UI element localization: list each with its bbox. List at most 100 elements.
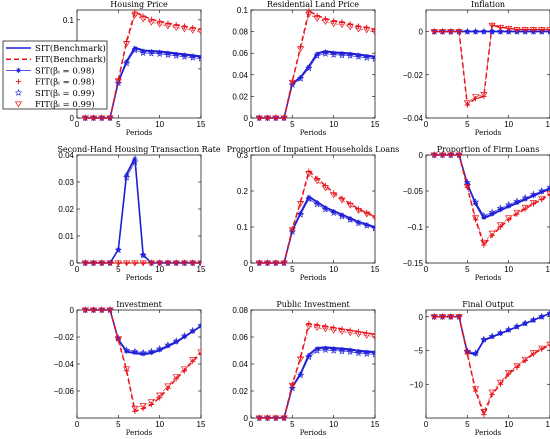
- point-sit-098: [322, 49, 328, 55]
- series-fit-099-line: [434, 24, 550, 104]
- point-fit-099: [272, 260, 280, 267]
- point-sit-099: [172, 337, 180, 345]
- point-fit-099: [521, 356, 529, 363]
- point-sit-098: [347, 51, 353, 57]
- point-sit-099: [488, 332, 496, 340]
- panel-8: Public Investment 0 5 10 15 Periods 0 0.02 0.04 0…: [232, 300, 380, 437]
- point-fit-098: [355, 23, 362, 29]
- point-sit-099: [513, 197, 521, 205]
- point-sit-099: [288, 228, 296, 235]
- series-group: [81, 306, 201, 414]
- point-fit-099: [529, 200, 538, 206]
- x-tick-label: 15: [197, 265, 206, 274]
- point-fit-099: [313, 178, 321, 185]
- series-group: [255, 320, 375, 422]
- point-sit-099: [538, 187, 546, 195]
- point-fit-099: [455, 29, 463, 35]
- y-tick-label: 0.04: [232, 360, 248, 369]
- point-sit-099: [346, 348, 354, 355]
- point-fit-099: [447, 29, 455, 35]
- point-fit-099: [98, 115, 106, 122]
- x-tick-label: 10: [504, 120, 513, 129]
- point-sit-099: [505, 200, 513, 208]
- point-fit-099: [354, 26, 363, 33]
- point-fit-098: [514, 211, 520, 217]
- point-sit-099: [546, 309, 550, 317]
- point-sit-099: [363, 54, 371, 61]
- y-tick-label: 0: [70, 306, 75, 315]
- point-fit-099: [180, 366, 189, 373]
- point-sit-099: [496, 27, 505, 35]
- legend-box: [2, 40, 108, 110]
- legend-label: SIT(βᵢ = 0.98): [35, 65, 95, 76]
- point-fit-099: [430, 29, 438, 35]
- point-sit-099: [371, 224, 375, 232]
- series-fit-benchmark: [259, 9, 375, 119]
- point-fit-099: [371, 334, 375, 341]
- y-tick-label: −0.15: [403, 259, 424, 268]
- point-sit-099: [513, 322, 521, 330]
- point-fit-099: [122, 260, 131, 267]
- point-sit-098: [322, 345, 328, 351]
- y-tick-label: 0.03: [58, 178, 74, 187]
- y-tick-label: −0.04: [54, 360, 75, 369]
- point-sit-098: [514, 324, 520, 330]
- x-tick-label: 15: [371, 420, 380, 429]
- point-sit-099: [189, 53, 197, 61]
- point-sit-099: [114, 246, 122, 254]
- point-fit-098: [289, 226, 296, 232]
- point-fit-099: [438, 314, 447, 321]
- point-fit-098: [140, 13, 146, 19]
- y-tick-label: −0.1: [407, 223, 423, 232]
- point-sit-098: [530, 317, 537, 323]
- series-group: [255, 168, 375, 267]
- y-tick-label: 0: [244, 414, 249, 423]
- y-tick-label: −0.02: [54, 333, 75, 342]
- point-sit-098: [148, 49, 154, 55]
- x-tick-label: 10: [504, 265, 513, 274]
- point-fit-099: [455, 152, 463, 159]
- point-sit-099: [296, 210, 305, 218]
- point-sit-099: [529, 316, 538, 324]
- panel-2: Residential Land Price 0 5 10 15 Periods 0 0.02…: [232, 0, 380, 137]
- point-sit-099: [480, 212, 488, 219]
- legend-item-fit-bench: FIT(Benchmark): [6, 54, 106, 65]
- point-fit-099: [280, 260, 288, 267]
- point-sit-099: [305, 64, 313, 72]
- point-fit-099: [164, 383, 172, 390]
- point-fit-098: [314, 322, 320, 328]
- series-group: [81, 9, 201, 122]
- point-sit-098: [173, 51, 179, 57]
- point-fit-099: [89, 115, 98, 122]
- point-sit-099: [471, 27, 480, 35]
- point-sit-099: [122, 173, 131, 181]
- point-sit-099: [354, 219, 363, 227]
- point-sit-099: [521, 194, 529, 201]
- point-sit-098: [298, 210, 304, 216]
- y-tick-label: 0.02: [232, 387, 248, 396]
- point-fit-099: [255, 260, 263, 267]
- point-sit-098: [190, 53, 196, 59]
- point-sit-099: [197, 321, 201, 329]
- point-fit-099: [255, 115, 263, 122]
- point-fit-099: [321, 326, 330, 333]
- series-fit-benchmark: [85, 309, 201, 413]
- x-tick-label: 10: [155, 420, 164, 429]
- point-sit-098: [331, 208, 337, 215]
- point-fit-099: [463, 350, 471, 357]
- point-fit-099: [529, 27, 538, 33]
- point-fit-099: [354, 331, 363, 338]
- panel-7: Investment 0 5 10 15 Periods −0.06 −0.04 −0.02 0: [54, 300, 206, 437]
- point-sit-099: [529, 190, 538, 198]
- x-axis-label: Periods: [300, 429, 327, 437]
- point-fit-099: [471, 386, 480, 393]
- point-fit-099: [330, 21, 338, 28]
- point-sit-098: [539, 189, 545, 195]
- point-sit-098: [355, 348, 362, 355]
- point-fit-099: [296, 46, 305, 53]
- y-tick-label: −10: [409, 380, 423, 389]
- series-sit-098-line: [259, 196, 375, 264]
- point-fit-099: [330, 327, 338, 334]
